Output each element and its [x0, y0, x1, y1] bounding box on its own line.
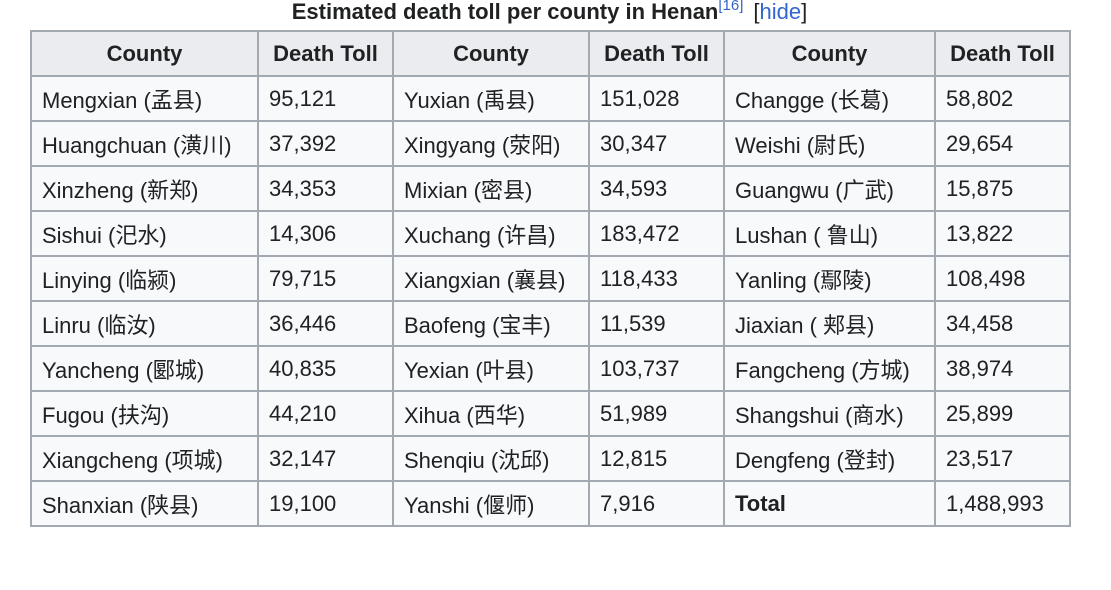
header-county: County [392, 30, 590, 77]
death-toll-cell: 38,974 [934, 345, 1071, 392]
table-title: Estimated death toll per county in Henan [291, 0, 719, 24]
header-death-toll: Death Toll [257, 30, 394, 77]
death-toll-cell: 103,737 [588, 345, 725, 392]
county-cell: Shenqiu (沈邱) [392, 435, 590, 482]
county-cell: Fangcheng (方城) [723, 345, 936, 392]
death-toll-cell: 13,822 [934, 210, 1071, 257]
county-cell: Huangchuan (潢川) [30, 120, 259, 167]
county-cell: Mixian (密县) [392, 165, 590, 212]
death-toll-cell: 34,353 [257, 165, 394, 212]
county-cell: Linru (临汝) [30, 300, 259, 347]
death-toll-cell: 36,446 [257, 300, 394, 347]
table-row: Yancheng (郾城) 40,835 Yexian (叶县) 103,737 Fan… [30, 345, 1071, 392]
death-toll-cell: 95,121 [257, 75, 394, 122]
death-toll-cell: 30,347 [588, 120, 725, 167]
total-label-cell: Total [723, 480, 936, 527]
county-cell: Weishi (尉氏) [723, 120, 936, 167]
death-toll-cell: 40,835 [257, 345, 394, 392]
county-cell: Xingyang (荥阳) [392, 120, 590, 167]
header-death-toll: Death Toll [934, 30, 1071, 77]
county-cell: Xihua (西华) [392, 390, 590, 437]
reference-superscript[interactable]: [16] [718, 0, 743, 14]
reference-link[interactable]: [16] [718, 0, 744, 14]
county-cell: Guangwu (广武) [723, 165, 936, 212]
table-row: Huangchuan (潢川) 37,392 Xingyang (荥阳) 30,347… [30, 120, 1071, 167]
death-toll-cell: 34,593 [588, 165, 725, 212]
county-cell: Baofeng (宝丰) [392, 300, 590, 347]
table-row: Sishui (汜水) 14,306 Xuchang (许昌) 183,472 Lush… [30, 210, 1071, 257]
county-cell: Xiangcheng (项城) [30, 435, 259, 482]
table-caption: Estimated death toll per county in Henan… [30, 0, 1069, 28]
death-toll-cell: 151,028 [588, 75, 725, 122]
death-toll-cell: 37,392 [257, 120, 394, 167]
death-toll-cell: 32,147 [257, 435, 394, 482]
death-toll-cell: 14,306 [257, 210, 394, 257]
death-toll-cell: 29,654 [934, 120, 1071, 167]
death-toll-cell: 108,498 [934, 255, 1071, 302]
hide-bracket-close: ] [801, 0, 808, 24]
death-toll-cell: 79,715 [257, 255, 394, 302]
county-cell: Changge (长葛) [723, 75, 936, 122]
death-toll-cell: 25,899 [934, 390, 1071, 437]
hide-link[interactable]: hide [759, 0, 802, 24]
county-cell: Xuchang (许昌) [392, 210, 590, 257]
county-cell: Dengfeng (登封) [723, 435, 936, 482]
death-toll-cell: 7,916 [588, 480, 725, 527]
county-cell: Yanling (鄢陵) [723, 255, 936, 302]
table-row: Linying (临颍) 79,715 Xiangxian (襄县) 118,433 Y… [30, 255, 1071, 302]
death-toll-cell: 118,433 [588, 255, 725, 302]
county-cell: Yancheng (郾城) [30, 345, 259, 392]
county-cell: Linying (临颍) [30, 255, 259, 302]
death-toll-cell: 51,989 [588, 390, 725, 437]
county-cell: Yexian (叶县) [392, 345, 590, 392]
county-cell: Lushan ( 鲁山) [723, 210, 936, 257]
table-row: Xiangcheng (项城) 32,147 Shenqiu (沈邱) 12,815 D… [30, 435, 1071, 482]
county-cell: Fugou (扶沟) [30, 390, 259, 437]
hide-bracket-open: [ [753, 0, 760, 24]
death-toll-cell: 183,472 [588, 210, 725, 257]
header-county: County [723, 30, 936, 77]
death-toll-cell: 11,539 [588, 300, 725, 347]
county-cell: Shangshui (商水) [723, 390, 936, 437]
table-row: Shanxian (陕县) 19,100 Yanshi (偃师) 7,916 Total… [30, 480, 1071, 527]
death-toll-table: County Death Toll County Death Toll Coun… [30, 30, 1071, 527]
table-row: Linru (临汝) 36,446 Baofeng (宝丰) 11,539 Jiaxia… [30, 300, 1071, 347]
county-cell: Xiangxian (襄县) [392, 255, 590, 302]
death-toll-cell: 12,815 [588, 435, 725, 482]
death-toll-cell: 23,517 [934, 435, 1071, 482]
header-county: County [30, 30, 259, 77]
table-row: Fugou (扶沟) 44,210 Xihua (西华) 51,989 Shangshu… [30, 390, 1071, 437]
death-toll-cell: 15,875 [934, 165, 1071, 212]
county-cell: Shanxian (陕县) [30, 480, 259, 527]
total-value-cell: 1,488,993 [934, 480, 1071, 527]
table-row: Xinzheng (新郑) 34,353 Mixian (密县) 34,593 Guan… [30, 165, 1071, 212]
header-death-toll: Death Toll [588, 30, 725, 77]
death-toll-cell: 34,458 [934, 300, 1071, 347]
death-toll-cell: 44,210 [257, 390, 394, 437]
header-row: County Death Toll County Death Toll Coun… [30, 30, 1071, 77]
table-row: Mengxian (孟县) 95,121 Yuxian (禹县) 151,028 Cha… [30, 75, 1071, 122]
county-cell: Yanshi (偃师) [392, 480, 590, 527]
county-cell: Jiaxian ( 郏县) [723, 300, 936, 347]
death-toll-cell: 58,802 [934, 75, 1071, 122]
county-cell: Sishui (汜水) [30, 210, 259, 257]
hide-toggle: [hide] [753, 0, 807, 24]
county-cell: Mengxian (孟县) [30, 75, 259, 122]
death-toll-cell: 19,100 [257, 480, 394, 527]
table-body: Mengxian (孟县) 95,121 Yuxian (禹县) 151,028 Cha… [30, 75, 1071, 527]
county-cell: Yuxian (禹县) [392, 75, 590, 122]
county-cell: Xinzheng (新郑) [30, 165, 259, 212]
